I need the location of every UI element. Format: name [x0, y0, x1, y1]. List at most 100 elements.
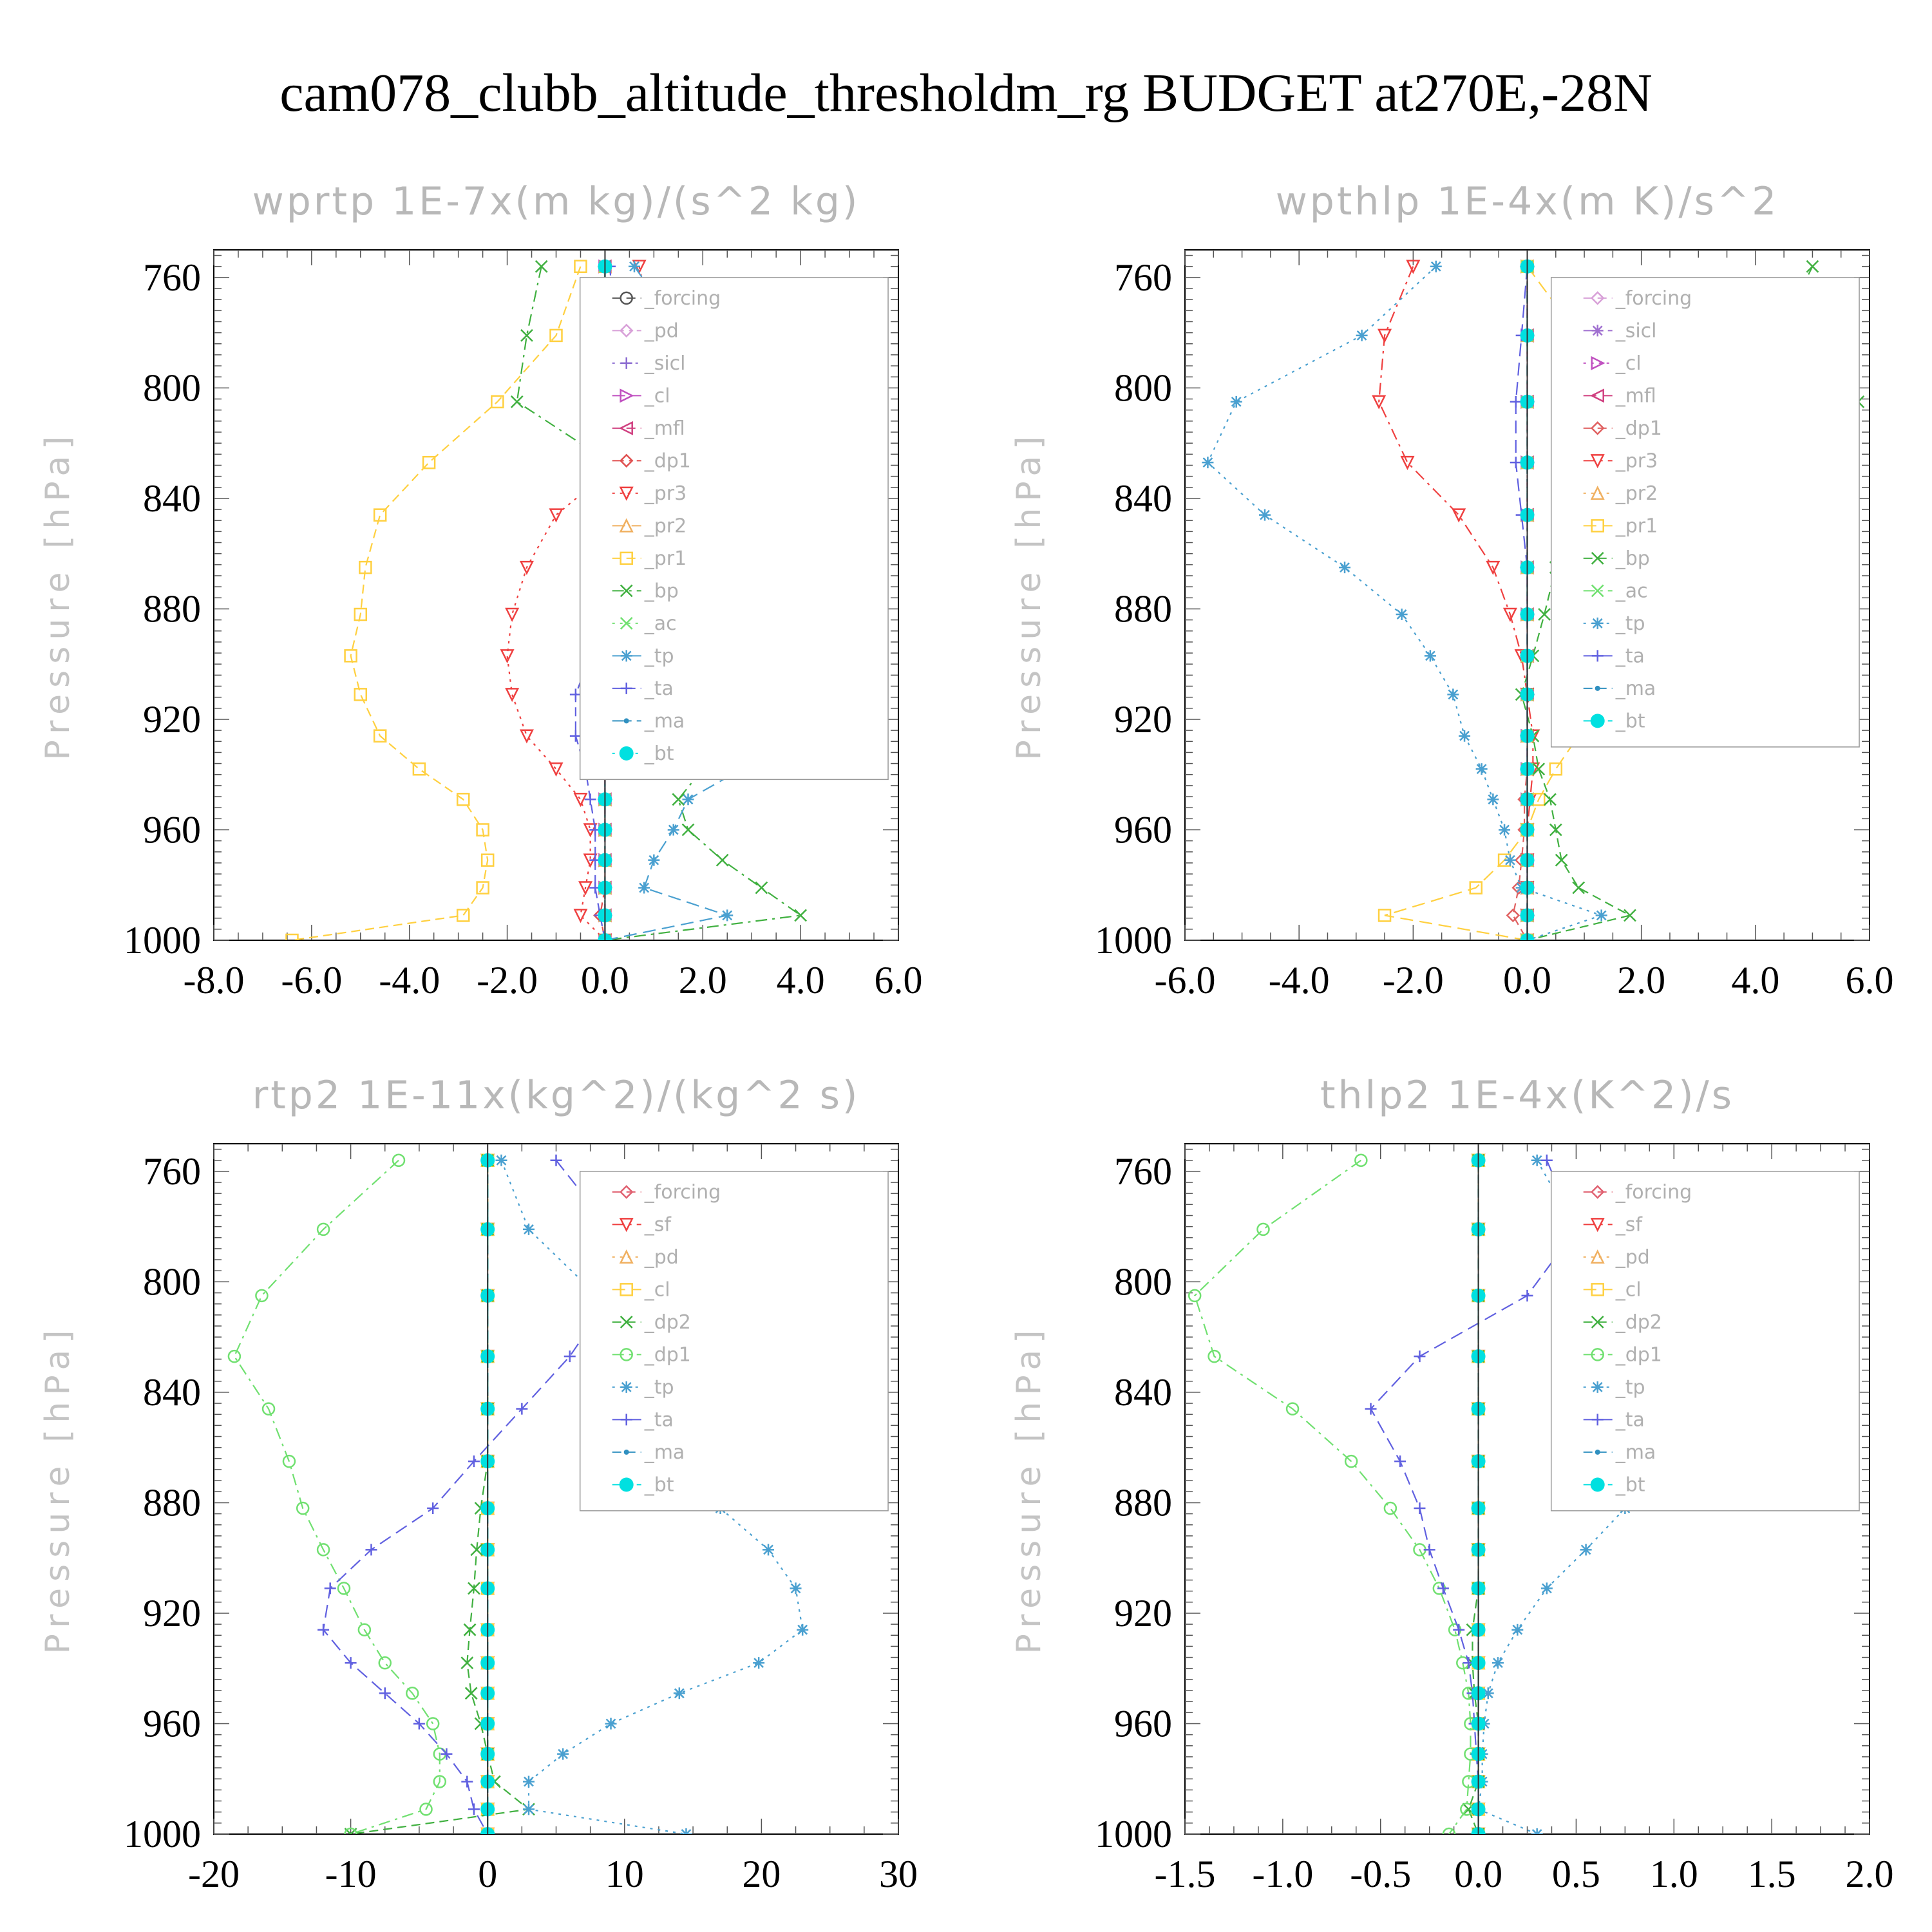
series-point-tp — [1447, 688, 1459, 701]
chart-panel-2: wpthlp 1E-4x(m K)/s^2 Pressure [hPa] 760 80… — [1010, 179, 1894, 1001]
legend-label: _forcing — [644, 1181, 721, 1204]
legend-swatch-marker — [619, 453, 634, 468]
legend-item: _ma — [612, 710, 685, 732]
series-point-bp — [755, 881, 768, 895]
legend-label: _ma — [1615, 1441, 1656, 1464]
y-tick-label: 760 — [1114, 1150, 1172, 1193]
y-tick-label: 920 — [143, 698, 201, 741]
x-tick-label: -1.0 — [1252, 1853, 1313, 1895]
legend-item: _tp — [612, 645, 674, 667]
series-line-ta — [1370, 1160, 1577, 1834]
legend-label: _cl — [644, 384, 670, 407]
legend-swatch-marker — [1590, 1249, 1605, 1264]
series-point-tp — [682, 793, 694, 806]
series-point-pr3 — [1406, 260, 1421, 274]
series-point-bp — [794, 909, 808, 922]
series-point-tp — [1459, 730, 1471, 742]
series-point-pr1 — [456, 909, 470, 922]
series-point-ta — [1510, 457, 1522, 469]
y-ticks: 760 800 840 880 920 960 1000 — [1095, 1148, 1870, 1855]
y-tick-label: 880 — [1114, 587, 1172, 630]
legend-swatch-marker — [620, 1348, 633, 1361]
series-group — [1188, 1144, 1817, 1834]
x-tick-label: 10 — [605, 1853, 644, 1895]
legend-swatch-marker — [1590, 1185, 1605, 1199]
series-point-pr1 — [285, 933, 299, 940]
x-tick-label: 2.0 — [679, 959, 727, 1001]
series-point-tp — [522, 1776, 535, 1788]
y-axis-label: Pressure [hPa] — [1010, 430, 1048, 761]
y-ticks: 760 800 840 880 920 960 1000 — [124, 254, 898, 961]
series-point-ta — [1365, 1403, 1377, 1415]
legend-label: _mfl — [1615, 384, 1656, 407]
legend-swatch-marker — [619, 486, 634, 501]
y-tick-label: 960 — [1114, 808, 1172, 851]
y-ticks: 760 800 840 880 920 960 1000 — [124, 1148, 898, 1855]
series-point-tp — [1531, 1828, 1543, 1834]
legend: _forcing _sicl _cl _mfl _dp1 _pr3 _pr2 _pr1 _bp _… — [1550, 277, 1860, 748]
legend-item: _tp — [1583, 612, 1645, 635]
legend-swatch-marker — [1591, 1283, 1604, 1296]
legend-item: _ta — [1583, 1408, 1645, 1431]
x-tick-label: 30 — [879, 1853, 918, 1895]
legend-box — [579, 1171, 889, 1511]
legend-item: _forcing — [612, 1181, 721, 1204]
legend-label: _ta — [1615, 1408, 1645, 1431]
legend-label: _ma — [644, 710, 685, 732]
series-point-dp1 — [378, 1656, 392, 1670]
legend-item: _bt — [612, 743, 674, 765]
series-point-dp2 — [460, 1656, 474, 1670]
y-axis-label: Pressure [hPa] — [39, 1324, 77, 1654]
x-tick-label: 1.5 — [1748, 1853, 1796, 1895]
series-point-dp1 — [1506, 908, 1520, 923]
legend-swatch-marker — [620, 650, 632, 662]
y-tick-label: 920 — [1114, 1592, 1172, 1634]
series-point-tp — [638, 882, 650, 894]
legend-swatch-marker — [623, 1449, 629, 1455]
legend-swatch-marker — [1591, 355, 1605, 370]
panel-title: thlp2 1E-4x(K^2)/s — [1320, 1073, 1734, 1118]
series-point-bp — [520, 329, 533, 342]
panel-title: wprtp 1E-7x(m kg)/(s^2 kg) — [252, 179, 860, 224]
legend-label: _pr1 — [1615, 515, 1658, 537]
y-tick-label: 840 — [1114, 1371, 1172, 1414]
series-point-tp — [1595, 909, 1607, 922]
series-point-dp1 — [227, 1349, 242, 1363]
series-point-pr1 — [476, 823, 489, 837]
legend-swatch-marker — [1591, 519, 1604, 533]
legend-label: _tp — [644, 1376, 674, 1399]
series-point-bp — [715, 853, 729, 867]
legend-item: _pr1 — [612, 547, 687, 570]
series-point-ta — [569, 688, 582, 701]
legend-swatch-marker — [1590, 714, 1605, 728]
series-point-pr3 — [505, 607, 520, 622]
y-tick-label: 840 — [143, 1371, 201, 1414]
series-point-tp — [522, 1803, 535, 1815]
series-point-bp — [1549, 823, 1562, 837]
series-point-dp1 — [1256, 1222, 1270, 1236]
legend-label: _bt — [644, 743, 674, 765]
series-point-ta — [324, 1582, 336, 1595]
chart-panel-4: thlp2 1E-4x(K^2)/s Pressure [hPa] 760 800 84… — [1010, 1073, 1894, 1895]
legend-label: _cl — [644, 1278, 670, 1301]
y-ticks: 760 800 840 880 920 960 1000 — [1095, 254, 1870, 961]
legend-item: _ta — [612, 1408, 674, 1431]
panels-container: wprtp 1E-7x(m kg)/(s^2 kg) Pressure [hPa]… — [39, 179, 1894, 1895]
series-point-dp1 — [282, 1454, 296, 1468]
series-line-ta — [1515, 266, 1528, 940]
series-point-dp1 — [392, 1153, 406, 1167]
series-point-tp — [1540, 1582, 1553, 1595]
legend-swatch-marker — [620, 357, 632, 369]
series-point-bp — [535, 260, 548, 273]
series-point-dp1 — [316, 1543, 330, 1557]
series-line-pr1 — [292, 266, 582, 940]
legend-label: _ma — [644, 1441, 685, 1464]
y-tick-label: 760 — [143, 1150, 201, 1193]
series-point-dp1 — [296, 1501, 310, 1515]
y-tick-label: 1000 — [1095, 1813, 1172, 1855]
legend-swatch-marker — [620, 1414, 632, 1426]
series-point-tp — [1339, 562, 1351, 574]
legend-item: _forcing — [1583, 287, 1692, 310]
y-axis-label: Pressure [hPa] — [39, 430, 77, 761]
legend-swatch-marker — [1590, 1218, 1605, 1233]
